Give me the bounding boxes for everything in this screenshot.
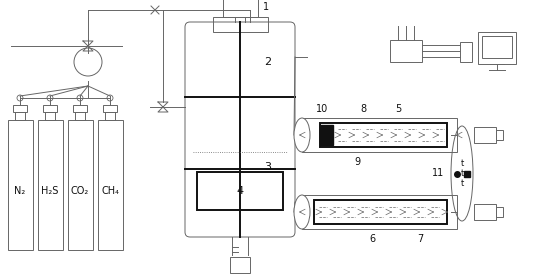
Text: 10: 10 [316,104,328,114]
Bar [98,120,123,250]
Text: N₂: N₂ [15,186,26,197]
Text: CH₄: CH₄ [101,186,119,197]
Bar [13,105,27,112]
Bar [197,172,283,210]
Bar [482,36,512,58]
Ellipse shape [294,195,310,229]
Bar [68,120,93,250]
Bar [223,0,258,17]
Bar [230,257,250,273]
Bar [75,112,85,120]
Bar [15,112,25,120]
Text: 9: 9 [354,157,360,167]
Bar [105,112,115,120]
Bar [390,40,422,62]
Bar [302,118,457,152]
Ellipse shape [294,118,310,152]
Text: 11: 11 [432,169,444,179]
Text: 7: 7 [417,234,423,244]
Bar [496,207,503,217]
Bar [460,42,472,62]
Bar [8,120,33,250]
Bar [103,105,117,112]
Text: 6: 6 [369,234,375,244]
Bar [73,105,87,112]
Bar [45,112,55,120]
Bar [478,32,516,64]
Text: H₂S: H₂S [41,186,59,197]
Text: t: t [460,169,464,178]
Text: 2: 2 [264,57,271,67]
Bar [314,200,447,224]
Text: CO₂: CO₂ [71,186,89,197]
Text: 1: 1 [263,2,269,12]
Bar [474,204,496,220]
Bar [38,120,63,250]
Text: t: t [460,159,464,168]
Text: 5: 5 [395,104,401,114]
Text: t: t [460,179,464,188]
Bar [496,130,503,140]
Bar [43,105,57,112]
Bar [320,125,333,145]
Bar [474,127,496,143]
Text: 8: 8 [360,104,366,114]
Bar [213,17,268,32]
Bar [302,195,457,229]
Text: 4: 4 [236,186,244,196]
Bar [320,123,447,147]
Text: 3: 3 [264,162,271,172]
